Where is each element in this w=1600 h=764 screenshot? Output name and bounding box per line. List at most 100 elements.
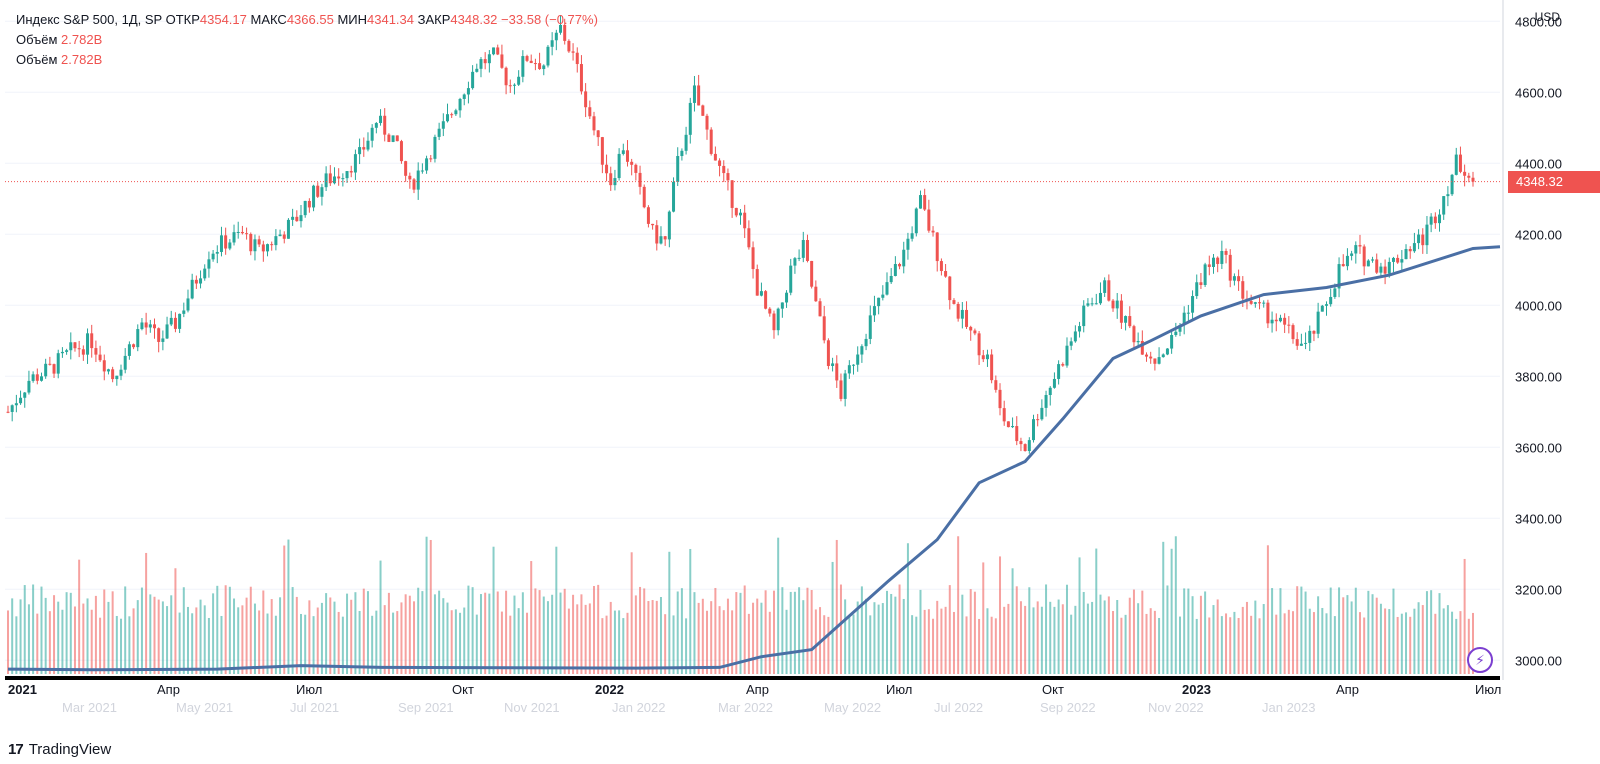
candle-body bbox=[73, 342, 77, 349]
volume-bar bbox=[1032, 607, 1035, 674]
volume-bar bbox=[1070, 614, 1073, 674]
volume-bar bbox=[781, 587, 784, 674]
volume-bar bbox=[542, 596, 545, 674]
volume-bar bbox=[605, 615, 608, 674]
volume-bar bbox=[1275, 614, 1278, 674]
volume-bar bbox=[835, 539, 838, 674]
candle-body bbox=[847, 365, 851, 374]
volume-bar bbox=[1086, 603, 1089, 674]
x-tick-label: Апр bbox=[746, 682, 769, 697]
volume-bar bbox=[1425, 591, 1428, 674]
candle-body bbox=[458, 98, 462, 111]
candle-body bbox=[797, 257, 801, 259]
candle-body bbox=[1011, 426, 1015, 428]
candle-body bbox=[1325, 304, 1328, 306]
candle-body bbox=[1429, 216, 1433, 225]
volume-bar bbox=[274, 615, 277, 674]
volume-bar bbox=[952, 611, 955, 674]
candle-body bbox=[831, 363, 835, 366]
volume-bar bbox=[1049, 601, 1052, 674]
volume-bar bbox=[1317, 596, 1320, 674]
volume-bar bbox=[1128, 597, 1131, 674]
candle-body bbox=[655, 225, 659, 244]
candle-body bbox=[446, 114, 449, 122]
volume-bar bbox=[965, 616, 968, 674]
candle-body bbox=[487, 54, 491, 64]
candle-body bbox=[550, 40, 554, 47]
volume-bar bbox=[392, 612, 395, 674]
candle-body bbox=[190, 279, 194, 299]
volume-bar bbox=[233, 598, 236, 674]
candle-body bbox=[1295, 339, 1299, 346]
volume-bar bbox=[237, 607, 240, 674]
volume-bar bbox=[132, 608, 135, 674]
candle-body bbox=[1262, 302, 1266, 304]
volume-bar bbox=[1099, 594, 1102, 674]
candle-body bbox=[1463, 171, 1467, 176]
candle-body bbox=[1207, 264, 1211, 267]
volume-bar bbox=[7, 610, 9, 674]
candle-body bbox=[332, 176, 336, 184]
candle-body bbox=[609, 173, 613, 186]
volume-bar bbox=[27, 604, 30, 674]
candle-body bbox=[860, 346, 864, 355]
volume-bar bbox=[128, 616, 131, 674]
volume-bar bbox=[120, 618, 123, 674]
candle-body bbox=[1278, 317, 1282, 322]
tradingview-brand[interactable]: 17 TradingView bbox=[8, 741, 111, 758]
volume-bar bbox=[534, 588, 537, 674]
candle-body bbox=[140, 322, 144, 330]
volume-bar bbox=[1195, 618, 1198, 674]
candle-body bbox=[705, 115, 709, 130]
volume-bar bbox=[450, 610, 453, 674]
last-price-tag: 4348.32 bbox=[1508, 170, 1600, 193]
candle-body bbox=[998, 389, 1002, 409]
candle-body bbox=[173, 317, 177, 329]
candle-body bbox=[1090, 303, 1094, 305]
candle-body bbox=[261, 244, 265, 252]
candle-body bbox=[39, 376, 43, 381]
candle-body bbox=[730, 180, 734, 208]
volume-bar bbox=[346, 593, 349, 674]
volume-bar bbox=[11, 598, 14, 674]
volume-bar bbox=[1384, 608, 1387, 674]
candle-body bbox=[412, 179, 416, 190]
volume-bar bbox=[1296, 586, 1299, 674]
candle-body bbox=[1362, 246, 1366, 267]
candle-body bbox=[203, 268, 207, 279]
candle-body bbox=[1312, 330, 1316, 334]
candle-body bbox=[969, 326, 973, 331]
y-tick-label: 4000.00 bbox=[1515, 298, 1562, 313]
volume-bar bbox=[802, 600, 805, 674]
candle-body bbox=[362, 147, 366, 150]
candle-body bbox=[944, 271, 948, 277]
volume-bar bbox=[1451, 611, 1454, 674]
volume-bar bbox=[279, 597, 282, 674]
volume-bar bbox=[182, 587, 185, 674]
candle-body bbox=[638, 172, 642, 187]
volume-bar bbox=[760, 602, 763, 674]
candle-body bbox=[1341, 264, 1345, 267]
legend-row-volume: Объём 2.782B bbox=[16, 30, 598, 50]
candle-body bbox=[902, 249, 906, 267]
volume-bar bbox=[82, 603, 85, 674]
candle-body bbox=[571, 51, 575, 53]
x-tick-label-faded: Mar 2021 bbox=[62, 700, 117, 715]
volume-bar bbox=[417, 587, 420, 674]
volume-bar bbox=[726, 598, 729, 674]
volume-bar bbox=[772, 590, 775, 674]
candle-body bbox=[399, 141, 403, 162]
candle-body bbox=[1124, 316, 1128, 323]
volume-bar bbox=[559, 592, 562, 674]
x-tick-label-faded: May 2021 bbox=[176, 700, 233, 715]
volume-bar bbox=[404, 594, 407, 674]
candle-body bbox=[219, 235, 223, 252]
candle-body bbox=[1094, 303, 1098, 305]
volume-bar bbox=[1095, 548, 1098, 674]
volume-bar bbox=[936, 600, 939, 674]
x-tick-label: 2023 bbox=[1182, 682, 1211, 697]
lightning-icon[interactable]: ⚡ bbox=[1467, 647, 1493, 674]
volume-bar bbox=[32, 584, 35, 674]
legend-close-label: ЗАКР bbox=[417, 12, 451, 27]
